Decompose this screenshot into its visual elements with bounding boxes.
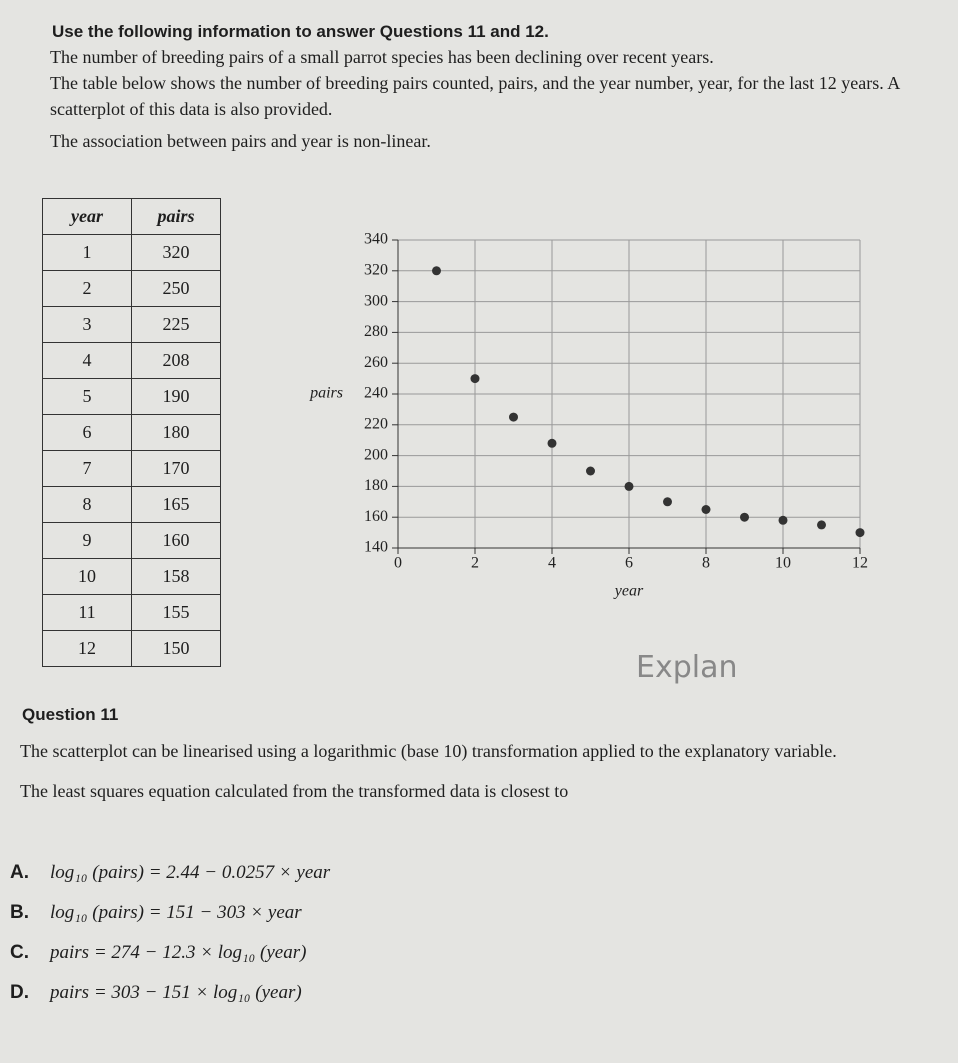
table-cell: 9 [42, 522, 132, 559]
y-tick-label: 280 [364, 323, 388, 340]
table-cell: 320 [131, 234, 221, 271]
table-cell: 180 [131, 414, 221, 451]
table-row: 9 160 [42, 522, 221, 559]
table-row: 10 158 [42, 558, 221, 595]
data-table: year pairs 1 320 2 250 3 225 4 208 5 190 6 180 7 170 8 16… [42, 198, 221, 667]
y-tick-label: 140 [364, 539, 388, 556]
paragraph: The table below shows the number of bree… [50, 73, 900, 119]
table-cell: 6 [42, 414, 132, 451]
table-row: 1 320 [42, 234, 221, 271]
y-tick-label: 320 [364, 261, 388, 278]
data-point [586, 466, 595, 476]
y-tick-label: 220 [364, 415, 388, 432]
data-point [855, 528, 865, 538]
header-row: year pairs [42, 198, 221, 235]
paragraph: The association between pairs and year i… [50, 131, 431, 151]
table-cell: 4 [42, 342, 132, 379]
option: D. pairs = 303 − 151 × log₁₀ (year) [10, 982, 330, 1004]
option-letter: A. [10, 862, 29, 883]
table-cell: 170 [131, 450, 221, 487]
option-text: log₁₀ (pairs) = 2.44 − 0.0257 × year [50, 862, 331, 883]
table-row: 4 208 [42, 342, 221, 379]
table-cell: 165 [131, 486, 221, 523]
table-cell: 1 [42, 234, 132, 271]
option: A. log₁₀ (pairs) = 2.44 − 0.0257 × year [10, 862, 330, 884]
header-cell: pairs [131, 198, 221, 235]
y-tick-label: 240 [364, 385, 388, 402]
y-tick-label: 340 [364, 231, 388, 248]
x-tick-label: 10 [775, 555, 791, 572]
table-cell: 2 [42, 270, 132, 307]
data-point [740, 512, 749, 522]
table-cell: 160 [131, 522, 221, 559]
table-cell: 5 [42, 378, 132, 415]
x-axis-label: year [613, 583, 644, 600]
data-point [509, 412, 518, 422]
table-cell: 3 [42, 306, 132, 343]
data-point [547, 438, 557, 448]
x-tick-label: 2 [471, 555, 479, 572]
option-letter: D. [10, 982, 29, 1003]
table-cell: 12 [42, 630, 132, 667]
question-title: Question 11 [22, 705, 119, 724]
paragraph: The number of breeding pairs of a small … [50, 47, 714, 67]
paragraph: The scatterplot can be linearised using … [20, 741, 837, 761]
table-cell: 8 [42, 486, 132, 523]
x-tick-label: 4 [548, 555, 556, 572]
table-row: 11 155 [42, 594, 221, 631]
table-cell: 190 [131, 378, 221, 415]
table-cell: 11 [42, 594, 132, 631]
x-tick-label: 8 [702, 555, 710, 572]
y-tick-label: 160 [364, 508, 388, 525]
x-tick-label: 0 [394, 555, 402, 572]
option: B. log₁₀ (pairs) = 151 − 303 × year [10, 902, 330, 924]
table-cell: 10 [42, 558, 132, 595]
paragraph: The least squares equation calculated fr… [20, 781, 569, 801]
intro: The number of breeding pairs of a small … [50, 44, 910, 154]
options: A. log₁₀ (pairs) = 2.44 − 0.0257 × year B.… [10, 862, 330, 1022]
option-letter: B. [10, 902, 29, 923]
table-row: 7 170 [42, 450, 221, 487]
heading: Use the following information to answer … [52, 22, 549, 41]
table-row: 12 150 [42, 630, 221, 667]
option-text: pairs = 303 − 151 × log₁₀ (year) [50, 982, 302, 1003]
x-tick-label: 6 [625, 555, 633, 572]
option: C. pairs = 274 − 12.3 × log₁₀ (year) [10, 942, 330, 964]
option-text: pairs = 274 − 12.3 × log₁₀ (year) [50, 942, 307, 963]
table-row: 5 190 [42, 378, 221, 415]
table-cell: 150 [131, 630, 221, 667]
table-row: 6 180 [42, 414, 221, 451]
x-tick-label: 12 [852, 555, 868, 572]
y-axis-label: pairs [309, 385, 343, 402]
y-tick-label: 200 [364, 446, 388, 463]
y-tick-label: 300 [364, 292, 388, 309]
question-text: The scatterplot can be linearised using … [20, 738, 900, 804]
data-point [432, 266, 441, 276]
data-point [470, 374, 480, 384]
handwritten-note: Explan [636, 650, 738, 685]
scatterplot: 140 160 180 200 220 240 260 280 300 320 340 0 2 4 6 8 10… [309, 231, 868, 600]
data-point [624, 481, 634, 491]
table-cell: 250 [131, 270, 221, 307]
option-letter: C. [10, 942, 29, 963]
data-point [701, 505, 711, 514]
y-tick-label: 180 [364, 477, 388, 494]
table-cell: 7 [42, 450, 132, 487]
data-point [817, 520, 826, 530]
table-row: 8 165 [42, 486, 221, 523]
option-text: log₁₀ (pairs) = 151 − 303 × year [50, 902, 302, 923]
table-cell: 225 [131, 306, 221, 343]
table-row: 3 225 [42, 306, 221, 343]
data-point [663, 497, 672, 507]
header-cell: year [42, 198, 132, 235]
table-cell: 155 [131, 594, 221, 631]
y-tick-label: 260 [364, 354, 388, 371]
table-row: 2 250 [42, 270, 221, 307]
table-cell: 158 [131, 558, 221, 595]
table-cell: 208 [131, 342, 221, 379]
data-point [778, 515, 788, 525]
